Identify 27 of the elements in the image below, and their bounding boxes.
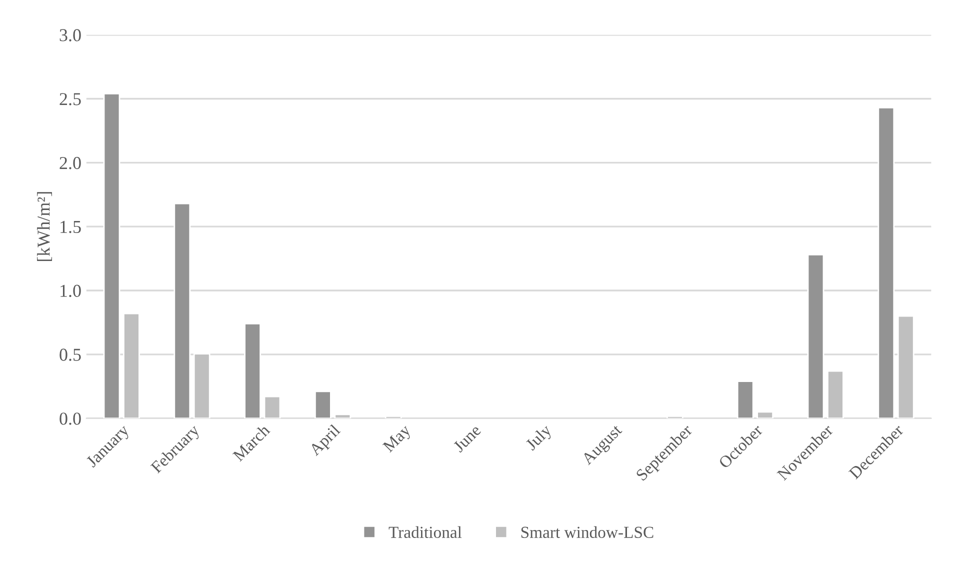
y-tick-label: 1.5: [60, 220, 81, 234]
legend-label: Smart window-LSC: [521, 526, 654, 538]
x-tick-label: July: [524, 423, 555, 454]
legend-label: Traditional: [388, 526, 462, 538]
y-tick-label: 0.0: [60, 412, 81, 425]
bar: [878, 107, 895, 418]
y-tick-label: 1.0: [60, 284, 81, 298]
bar: [264, 396, 281, 418]
y-tick-label: 3.0: [60, 29, 81, 42]
bar: [314, 390, 332, 418]
bar: [736, 380, 754, 418]
y-tick-label: 2.5: [60, 93, 81, 106]
bar: [123, 312, 140, 418]
bar: [103, 92, 120, 418]
bar: [897, 315, 914, 418]
bar: [244, 323, 261, 418]
y-tick-label: 0.5: [60, 348, 81, 361]
y-axis-title: [kWh/m²]: [37, 192, 52, 262]
bar: [756, 411, 774, 418]
y-tick-label: 2.0: [60, 156, 81, 170]
bar: [807, 254, 824, 418]
x-tick-label: June: [452, 424, 482, 453]
bar: [827, 370, 844, 418]
x-tick-label: May: [382, 424, 414, 456]
bar: [193, 353, 210, 418]
bar: [334, 414, 352, 418]
bar: [174, 202, 191, 418]
